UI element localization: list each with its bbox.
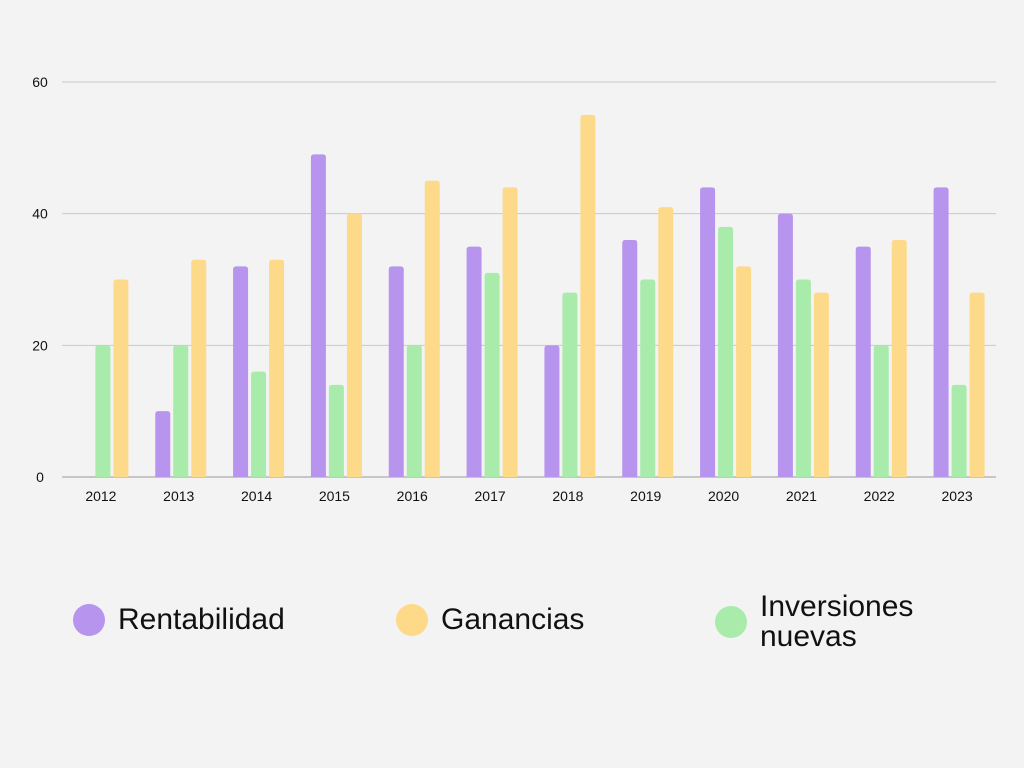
x-tick-label: 2021 <box>786 488 817 504</box>
bar-inversiones-nuevas-2013 <box>173 345 189 477</box>
x-tick-label: 2015 <box>319 488 350 504</box>
x-tick-label: 2012 <box>85 488 116 504</box>
bar-rentabilidad-2013 <box>155 411 171 477</box>
x-tick-label: 2018 <box>552 488 583 504</box>
x-tick-label: 2020 <box>708 488 739 504</box>
y-tick-label: 20 <box>32 337 48 353</box>
bar-inversiones-nuevas-2012 <box>95 345 111 477</box>
bar-ganancias-2014 <box>269 259 285 477</box>
bar-rentabilidad-2018 <box>544 345 560 477</box>
bars <box>95 114 985 478</box>
legend-item-rentabilidad: Rentabilidad <box>73 590 285 650</box>
bar-inversiones-nuevas-2021 <box>795 279 811 477</box>
bar-ganancias-2022 <box>891 240 907 477</box>
bar-inversiones-nuevas-2014 <box>251 371 267 477</box>
bar-inversiones-nuevas-2020 <box>718 226 734 477</box>
bar-rentabilidad-2015 <box>310 154 326 477</box>
legend: Rentabilidad Ganancias Inversiones nueva… <box>0 590 1024 670</box>
x-tick-label: 2013 <box>163 488 194 504</box>
bar-inversiones-nuevas-2017 <box>484 272 500 477</box>
legend-item-inversiones-nuevas: Inversiones nuevas <box>715 592 940 652</box>
legend-label-inversiones-nuevas: Inversiones nuevas <box>760 590 914 653</box>
bar-ganancias-2013 <box>191 259 207 477</box>
bar-inversiones-nuevas-2016 <box>406 345 422 477</box>
x-tick-label: 2016 <box>397 488 428 504</box>
legend-label-ganancias: Ganancias <box>441 603 585 636</box>
legend-swatch-inversiones-nuevas <box>715 606 747 638</box>
bar-ganancias-2020 <box>736 266 752 477</box>
x-axis: 2012 2013 2014 2015 2016 2017 2018 2019 2020 2021… <box>85 488 973 504</box>
x-tick-label: 2017 <box>475 488 506 504</box>
bar-rentabilidad-2014 <box>233 266 249 477</box>
x-tick-label: 2023 <box>942 488 973 504</box>
bar-rentabilidad-2021 <box>777 213 793 477</box>
bar-inversiones-nuevas-2019 <box>640 279 656 477</box>
bar-rentabilidad-2019 <box>622 240 638 477</box>
grid-lines <box>62 81 996 478</box>
bar-rentabilidad-2020 <box>700 187 716 478</box>
legend-swatch-ganancias <box>396 604 428 636</box>
legend-label-rentabilidad: Rentabilidad <box>118 603 285 636</box>
bar-chart: 0 20 40 60 2012 2013 2014 2015 2016 2017 2018 2019… <box>32 74 996 504</box>
bar-ganancias-2023 <box>969 292 985 477</box>
bar-ganancias-2012 <box>113 279 129 477</box>
bar-ganancias-2015 <box>346 213 362 477</box>
bar-ganancias-2021 <box>813 292 829 477</box>
bar-rentabilidad-2017 <box>466 246 482 477</box>
bar-rentabilidad-2016 <box>388 266 404 477</box>
bar-ganancias-2019 <box>658 207 674 478</box>
bar-inversiones-nuevas-2023 <box>951 384 967 477</box>
y-tick-label: 40 <box>32 206 48 222</box>
y-axis: 0 20 40 60 <box>32 74 48 485</box>
bar-inversiones-nuevas-2022 <box>873 345 889 477</box>
x-tick-label: 2022 <box>864 488 895 504</box>
bar-ganancias-2018 <box>580 114 596 478</box>
x-tick-label: 2019 <box>630 488 661 504</box>
legend-swatch-rentabilidad <box>73 604 105 636</box>
legend-item-ganancias: Ganancias <box>396 590 584 650</box>
x-tick-label: 2014 <box>241 488 272 504</box>
bar-rentabilidad-2023 <box>933 187 949 478</box>
bar-inversiones-nuevas-2018 <box>562 292 578 477</box>
bar-ganancias-2017 <box>502 187 518 478</box>
bar-inversiones-nuevas-2015 <box>328 384 344 477</box>
bar-rentabilidad-2022 <box>855 246 871 477</box>
bar-ganancias-2016 <box>424 180 440 477</box>
y-tick-label: 0 <box>36 469 44 485</box>
y-tick-label: 60 <box>32 74 48 90</box>
